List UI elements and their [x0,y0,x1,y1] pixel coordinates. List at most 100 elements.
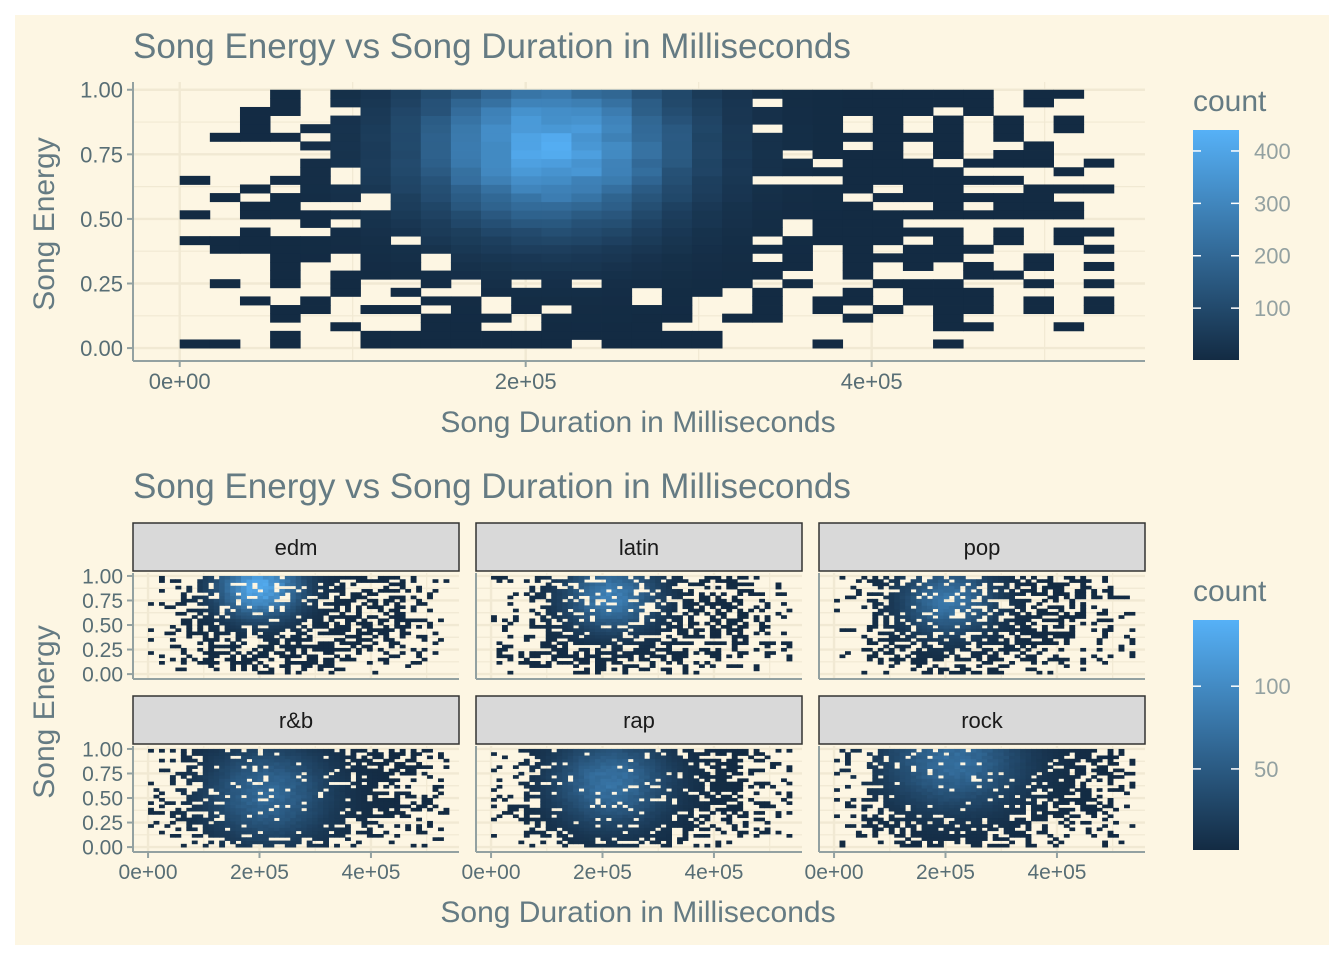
heatmap-cell [290,752,296,756]
heatmap-cell [743,638,749,642]
heatmap-cell [573,618,579,622]
heatmap-cell [164,605,170,609]
heatmap-cell [263,582,269,586]
heatmap-cell [541,202,572,211]
heatmap-cell [595,641,601,645]
heatmap-cell [568,831,574,835]
heatmap-cell [263,762,269,766]
heatmap-cell [444,808,450,812]
heatmap-cell [693,759,699,763]
heatmap-cell [307,654,313,658]
heatmap-cell [938,592,944,596]
heatmap-cell [894,638,900,642]
heatmap-cell [301,795,307,799]
heatmap-cell [622,618,628,622]
heatmap-cell [677,641,683,645]
heatmap-cell [611,798,617,802]
heatmap-cell [1097,618,1103,622]
heatmap-cell [247,769,253,773]
heatmap-cell [644,837,650,841]
heatmap-cell [334,818,340,822]
heatmap-cell [752,107,783,116]
heatmap-cell [274,615,280,619]
heatmap-cell [1004,576,1010,580]
heatmap-cell [350,782,356,786]
heatmap-cell [557,775,563,779]
heatmap-cell [611,831,617,835]
heatmap-cell [329,824,335,828]
heatmap-cell [573,671,579,675]
heatmap-cell [710,759,716,763]
heatmap-cell [782,193,813,202]
heatmap-cell [318,788,324,792]
heatmap-cell [617,615,623,619]
heatmap-cell [511,133,542,142]
heatmap-cell [617,788,623,792]
heatmap-cell [329,788,335,792]
heatmap-cell [639,625,645,629]
heatmap-cell [617,791,623,795]
heatmap-cell [1084,245,1115,254]
heatmap-cell [546,778,552,782]
heatmap-cell [411,752,417,756]
heatmap-cell [400,596,406,600]
heatmap-cell [312,602,318,606]
heatmap-cell [595,785,601,789]
heatmap-cell [197,648,203,652]
heatmap-cell [312,791,318,795]
heatmap-cell [688,605,694,609]
heatmap-cell [595,628,601,632]
heatmap-cell [557,814,563,818]
heatmap-cell [922,602,928,606]
heatmap-cell [622,749,628,753]
heatmap-cell [540,664,546,668]
heatmap-cell [164,632,170,636]
heatmap-cell [688,785,694,789]
heatmap-cell [672,808,678,812]
heatmap-cell [268,841,274,845]
heatmap-cell [345,805,351,809]
heatmap-cell [662,116,693,125]
heatmap-cell [268,831,274,835]
heatmap-cell [666,671,672,675]
heatmap-cell [632,314,663,323]
heatmap-cell [557,772,563,776]
heatmap-cell [600,827,606,831]
heatmap-cell [644,645,650,649]
heatmap-cell [540,801,546,805]
heatmap-cell [340,641,346,645]
heatmap-cell [318,592,324,596]
heatmap-cell [307,811,313,815]
heatmap-cell [590,605,596,609]
heatmap-cell [230,791,236,795]
heatmap-cell [307,775,313,779]
heatmap-cell [257,814,263,818]
heatmap-cell [688,821,694,825]
heatmap-cell [230,801,236,805]
heatmap-cell [732,645,738,649]
heatmap-cell [1047,586,1053,590]
heatmap-cell [312,801,318,805]
heatmap-cell [721,602,727,606]
heatmap-cell [241,635,247,639]
heatmap-cell [611,658,617,662]
heatmap-cell [340,814,346,818]
heatmap-cell [197,586,203,590]
heatmap-cell [677,755,683,759]
heatmap-cell [933,150,964,159]
heatmap-cell [329,579,335,583]
heatmap-cell [159,576,165,580]
heatmap-cell [644,801,650,805]
heatmap-cell [274,785,280,789]
heatmap-cell [1023,279,1054,288]
heatmap-cell [540,576,546,580]
heatmap-cell [911,582,917,586]
heatmap-cell [540,775,546,779]
heatmap-cell [263,635,269,639]
heatmap-cell [541,193,572,202]
heatmap-cell [247,576,253,580]
heatmap-cell [1009,599,1015,603]
heatmap-cell [622,596,628,600]
heatmap-cell [732,586,738,590]
heatmap-cell [290,605,296,609]
